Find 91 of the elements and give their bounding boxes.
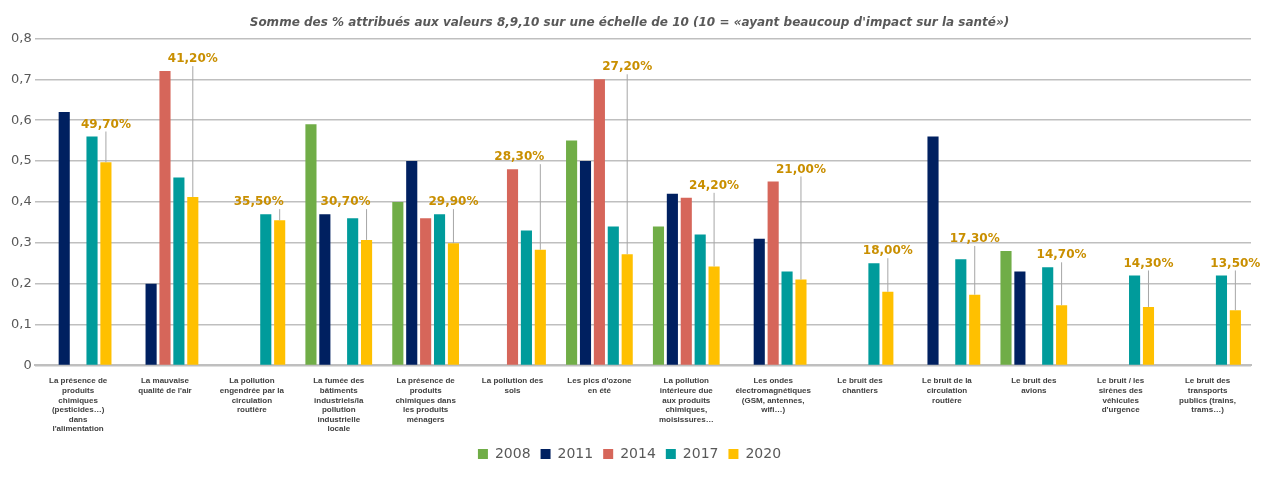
x-tick-label: Le bruit des avions <box>1011 376 1058 395</box>
bar <box>520 230 532 365</box>
legend-label: 2008 <box>494 444 531 461</box>
bar <box>506 169 519 365</box>
data-label: 17,30% <box>949 231 1000 246</box>
bar <box>86 136 98 365</box>
y-tick-label: 0,6 <box>10 111 32 127</box>
bar <box>260 214 272 365</box>
y-tick-label: 0,1 <box>10 315 32 331</box>
data-label: 14,30% <box>1123 255 1174 270</box>
bar <box>753 238 765 365</box>
x-tick-label: Le bruit de la circulation routière <box>922 376 973 405</box>
bar <box>274 220 286 365</box>
bar <box>927 136 939 365</box>
bar <box>708 266 720 365</box>
bar <box>1014 271 1026 365</box>
data-label: 14,70% <box>1036 247 1087 262</box>
x-tick-label: Les ondes électromagnétiques (GSM, antennes, wifi…) <box>735 376 812 415</box>
x-tick-label: Les pics d'ozone en été <box>567 376 633 395</box>
bar <box>652 226 665 365</box>
x-tick-label: La pollution des sols <box>481 376 544 395</box>
legend-label: 2011 <box>557 444 594 461</box>
x-tick-label: La pollution intérieure due aux produits chimiques, moisissures… <box>658 376 714 424</box>
bar <box>868 263 880 365</box>
bar <box>361 239 373 365</box>
bar <box>420 218 432 365</box>
bar <box>534 249 546 365</box>
bar <box>159 71 171 365</box>
bar <box>1000 250 1012 365</box>
x-tick-label: La présence de produits chimiques (pesticides…) dans l'alimentation <box>48 376 108 434</box>
data-label: 21,00% <box>775 161 826 176</box>
bar <box>680 197 692 365</box>
x-tick-label: La fumée des bâtiments industriels/la pollution industrielle locale <box>313 376 365 434</box>
legend-label: 2017 <box>682 444 719 461</box>
bar <box>319 214 331 365</box>
bar <box>1142 306 1155 365</box>
x-tick-label: La mauvaise qualité de l'air <box>138 376 192 395</box>
bar <box>1042 267 1054 365</box>
data-label: 24,20% <box>689 177 740 192</box>
x-tick-label: La pollution engendrée par la circulation routière <box>219 376 285 415</box>
legend-label: 2014 <box>620 444 656 461</box>
bar <box>882 291 894 365</box>
bar <box>100 162 112 365</box>
bar <box>1229 310 1241 365</box>
y-tick-label: 0,2 <box>10 275 32 291</box>
bar <box>579 161 592 365</box>
x-tick-label: Le bruit des chantiers <box>837 376 884 395</box>
bar <box>566 140 578 365</box>
y-tick-label: 0 <box>23 356 32 372</box>
bar <box>969 294 981 365</box>
y-tick-label: 0,4 <box>10 193 32 209</box>
data-label: 49,70% <box>80 116 131 131</box>
bar <box>1056 305 1068 365</box>
bar <box>1215 275 1228 365</box>
bar <box>795 279 807 365</box>
bar <box>187 197 199 365</box>
bar <box>305 124 317 365</box>
bar <box>666 193 678 365</box>
x-tick-label: Le bruit des transports publics (trains, trams…) <box>1179 376 1237 415</box>
data-label: 41,20% <box>167 51 218 66</box>
y-tick-label: 0,3 <box>10 234 32 250</box>
bar <box>392 201 404 365</box>
bar <box>173 177 185 365</box>
bar <box>955 259 967 365</box>
legend-label: 2020 <box>745 444 782 461</box>
chart-title: Somme des % attribués aux valeurs 8,9,10 sur une échelle de 10 (10 = «ayant beaucoup d'impact sur la santé») <box>249 15 1010 30</box>
y-tick-label: 0,7 <box>10 70 32 86</box>
bar <box>781 271 793 365</box>
y-tick-label: 0,8 <box>10 29 32 45</box>
bar <box>621 254 633 365</box>
x-tick-label: La présence de produits chimiques dans les produits ménagers <box>395 376 457 424</box>
data-label: 29,90% <box>428 194 479 209</box>
bar <box>767 181 779 365</box>
bar <box>607 226 619 365</box>
bar <box>694 234 706 365</box>
data-label: 35,50% <box>233 194 284 209</box>
data-label: 13,50% <box>1210 255 1261 270</box>
y-tick-label: 0,5 <box>10 152 32 168</box>
bar <box>1129 275 1141 365</box>
data-label: 30,70% <box>320 194 371 209</box>
bar <box>593 79 605 365</box>
data-label: 28,30% <box>494 149 545 164</box>
bar <box>58 111 70 365</box>
data-label: 27,20% <box>602 59 653 74</box>
bar <box>406 161 418 365</box>
x-tick-label: Le bruit / les sirènes des véhicules d'urgence <box>1097 376 1145 415</box>
bar <box>347 218 359 365</box>
data-label: 18,00% <box>862 243 913 258</box>
bar <box>447 243 459 365</box>
bar <box>433 214 446 365</box>
bar <box>145 283 157 365</box>
